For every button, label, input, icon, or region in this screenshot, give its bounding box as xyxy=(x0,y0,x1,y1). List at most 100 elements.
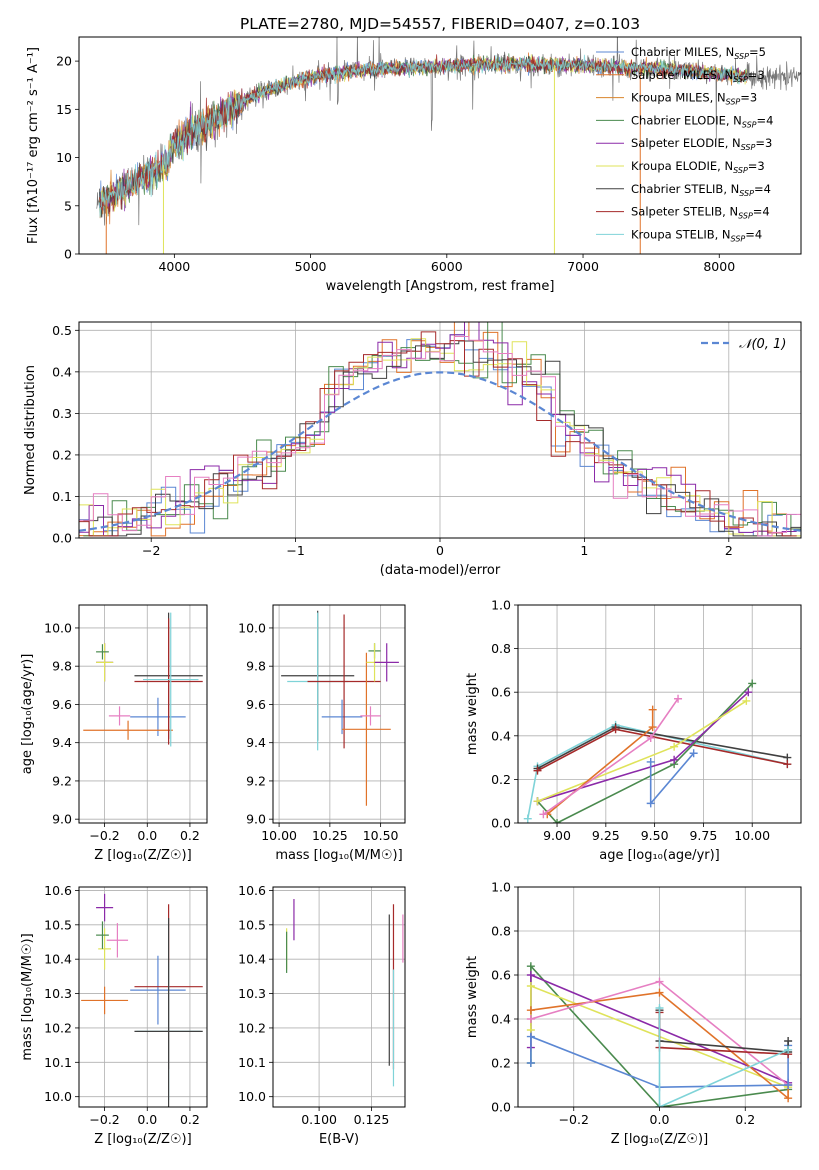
plot-area-spectrum xyxy=(96,37,801,254)
series-marker xyxy=(748,679,757,688)
legend-label-main: Kroupa MILES, N xyxy=(631,91,726,105)
x-tick-label: 5000 xyxy=(295,259,327,274)
series-marker xyxy=(523,814,532,823)
y-tick-label: 10.0 xyxy=(238,1089,266,1104)
histogram-step-line xyxy=(79,331,797,537)
axes-frame xyxy=(78,604,208,824)
series-marker xyxy=(553,819,562,823)
x-axis-label: Z [log₁₀(Z/Z☉)] xyxy=(94,848,191,863)
axes-age_vs_mass: 10.00 10.25 10.50 9.0 9.2 9.4 9.6 9.8 10.0 mass [… xyxy=(238,604,406,863)
y-tick-label: 10.1 xyxy=(238,1055,266,1070)
x-tick-label: 8000 xyxy=(703,259,735,274)
y-axis-label: Normed distribution xyxy=(23,365,38,495)
series-marker xyxy=(783,760,792,769)
y-tick-label: 10.3 xyxy=(238,986,266,1001)
legend-label-main: Chabrier ELODIE, N xyxy=(631,113,742,127)
legend-label: Salpeter STELIB, NSSP=4 xyxy=(631,205,770,221)
legend-label: Chabrier MILES, NSSP=5 xyxy=(631,45,766,61)
x-tick-label: 9.75 xyxy=(689,828,717,843)
axes-massweight_vs_age: 9.00 9.25 9.50 9.75 10.00 0.0 0.2 0.4 0.6 0.8 1.0 a… xyxy=(465,598,802,863)
axes-frame xyxy=(517,886,802,1108)
x-tick-label: −1 xyxy=(286,543,304,558)
series-marker xyxy=(648,705,657,714)
y-tick-label: 0.4 xyxy=(491,728,511,743)
legend-label: Kroupa MILES, NSSP=3 xyxy=(631,91,757,107)
x-tick-label: 10.00 xyxy=(261,828,297,843)
plot-area-massweight_vs_Z xyxy=(518,887,801,1107)
series-marker xyxy=(742,696,751,705)
x-axis-label: wavelength [Angstrom, rest frame] xyxy=(326,279,555,294)
legend-label-sub: SSP xyxy=(733,75,748,84)
series-marker xyxy=(670,755,679,764)
axes-mass_vs_Z: −0.2 0.0 0.2 10.0 10.1 10.2 10.3 10.4 10.5 10.6 Z … xyxy=(20,883,208,1147)
axes-frame xyxy=(78,321,802,539)
legend-label-sub: SSP xyxy=(726,98,741,107)
y-tick-label: 0.0 xyxy=(491,1100,511,1115)
y-axis-label: Flux [fλ10⁻¹⁷ erg cm⁻² s⁻¹ A⁻¹] xyxy=(26,47,41,244)
legend-label-value: =3 xyxy=(748,159,765,173)
plot-area-age_vs_Z xyxy=(79,605,207,823)
series-marker xyxy=(526,1015,535,1023)
legend-label-value: =3 xyxy=(748,68,765,82)
x-tick-label: 10.25 xyxy=(312,828,348,843)
histogram-step-line xyxy=(79,322,797,537)
axes-residuals: −2 −1 0 1 2 0.0 0.1 0.2 0.3 0.4 0.5 (data-model)/er… xyxy=(23,321,802,578)
y-tick-label: 9.0 xyxy=(52,812,72,827)
plot-area-residuals xyxy=(79,322,801,538)
y-tick-label: 0.4 xyxy=(491,1012,511,1027)
x-axis-label: E(B-V) xyxy=(319,1132,359,1147)
x-tick-label: 0.0 xyxy=(650,1112,670,1127)
series-marker xyxy=(533,797,542,806)
model-spectrum-line xyxy=(99,54,747,218)
series-line xyxy=(658,1010,789,1053)
y-tick-label: 9.2 xyxy=(246,773,266,788)
histogram-step-line xyxy=(79,336,801,537)
plot-area-mass_vs_Z xyxy=(79,887,207,1107)
x-tick-label: 6000 xyxy=(431,259,463,274)
x-tick-label: 10.50 xyxy=(363,828,399,843)
legend-label: Kroupa ELODIE, NSSP=3 xyxy=(631,159,765,175)
series-line xyxy=(530,991,789,1100)
series-marker xyxy=(526,982,535,990)
axes-frame xyxy=(517,604,802,824)
x-tick-label: −0.2 xyxy=(89,828,119,843)
y-tick-label: 10 xyxy=(56,150,72,165)
y-tick-label: 9.6 xyxy=(246,697,266,712)
series-marker xyxy=(646,799,655,808)
legend-label: Chabrier STELIB, NSSP=4 xyxy=(631,182,771,198)
y-tick-label: 0.5 xyxy=(52,323,72,338)
legend-label-main: Kroupa STELIB, N xyxy=(631,227,731,241)
y-tick-label: 0.2 xyxy=(491,1056,511,1071)
legend-label-main: Kroupa ELODIE, N xyxy=(631,159,733,173)
x-tick-label: 4000 xyxy=(158,259,190,274)
plot-area-age_vs_mass xyxy=(273,605,405,823)
y-tick-label: 20 xyxy=(56,54,72,69)
y-tick-label: 0.2 xyxy=(491,772,511,787)
x-tick-label: 7000 xyxy=(567,259,599,274)
plot-area-massweight_vs_age xyxy=(518,605,801,823)
y-tick-label: 10.6 xyxy=(44,883,72,898)
y-tick-label: 10.4 xyxy=(44,952,72,967)
legend-label-sub: SSP xyxy=(741,143,756,152)
y-tick-label: 10.0 xyxy=(238,620,266,635)
plot-area-mass_vs_ebv xyxy=(273,887,405,1107)
series-marker xyxy=(526,1006,535,1015)
y-tick-label: 10.2 xyxy=(44,1020,72,1035)
axes-massweight_vs_Z: −0.2 0.0 0.2 0.0 0.2 0.4 0.6 0.8 1.0 Z [log₁₀(Z/Z… xyxy=(465,880,802,1147)
series-marker xyxy=(648,723,657,732)
legend-label-main: Salpeter STELIB, N xyxy=(631,205,738,219)
legend-label-value: =3 xyxy=(740,91,757,105)
x-tick-label: 2 xyxy=(725,543,733,558)
legend-label-main: Salpeter MILES, N xyxy=(631,68,733,82)
y-tick-label: 10.2 xyxy=(238,1020,266,1035)
y-tick-label: 0.6 xyxy=(491,968,511,983)
series-marker xyxy=(784,1081,793,1089)
series-marker xyxy=(611,725,620,734)
y-tick-label: 10.5 xyxy=(238,917,266,932)
y-tick-label: 10.6 xyxy=(238,883,266,898)
y-tick-label: 10.0 xyxy=(44,620,72,635)
histogram-step-line xyxy=(83,340,801,537)
legend-label: 𝒩(0, 1) xyxy=(739,337,786,352)
legend-label-value: =3 xyxy=(755,136,772,150)
